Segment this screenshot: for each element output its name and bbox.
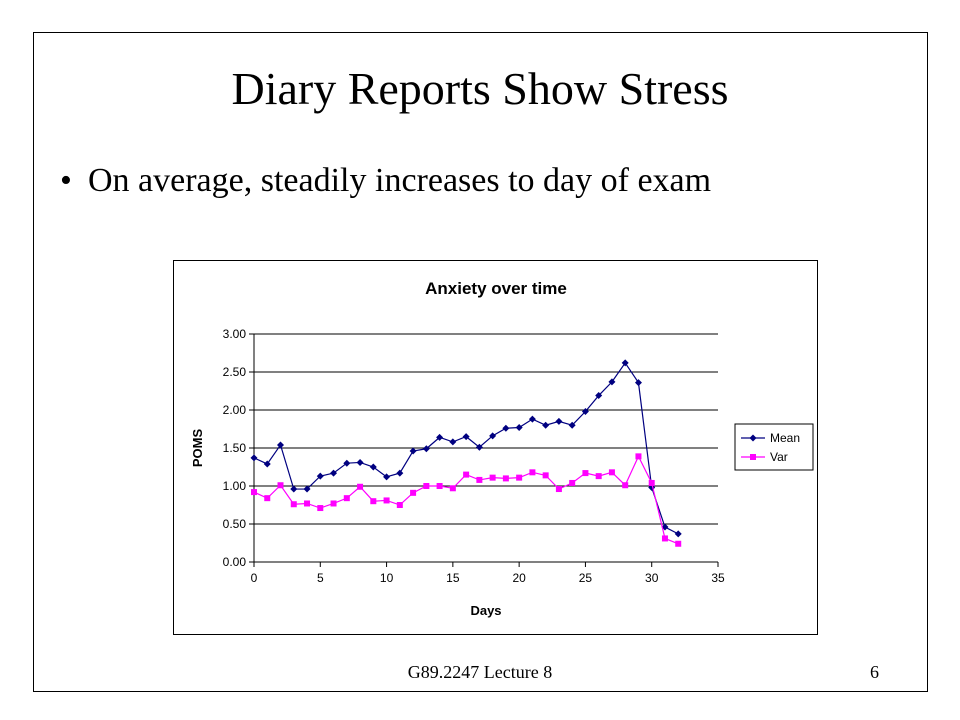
chart-container: Anxiety over time 0.00 0.50 1.00 1.50 2.00 2.5… (173, 260, 818, 635)
data-point-mean (661, 523, 669, 531)
data-point-mean (277, 441, 285, 449)
data-point-mean (555, 417, 563, 425)
y-tick-label: 1.00 (223, 479, 247, 493)
data-point-mean (303, 485, 311, 493)
x-tick-label: 0 (251, 571, 258, 585)
legend-marker-mean (749, 434, 757, 442)
data-point-var (330, 500, 337, 507)
y-tick-label: 2.50 (223, 365, 247, 379)
data-point-mean (502, 424, 510, 432)
data-point-var (277, 482, 284, 489)
bullet-text: On average, steadily increases to day of… (88, 162, 712, 199)
data-point-mean (462, 433, 470, 441)
data-point-mean (409, 447, 417, 455)
data-point-mean (581, 408, 589, 416)
data-point-var (608, 469, 615, 476)
data-point-mean (383, 473, 391, 481)
data-point-mean (290, 485, 298, 493)
data-point-mean (316, 472, 324, 480)
data-point-mean (330, 469, 338, 477)
data-point-mean (634, 379, 642, 387)
data-point-var (370, 498, 377, 505)
data-point-mean (475, 443, 483, 451)
data-point-mean (449, 438, 457, 446)
slide-frame (33, 32, 928, 692)
data-point-var (622, 482, 629, 489)
data-point-mean (621, 359, 629, 367)
legend-label: Var (770, 450, 788, 464)
data-point-mean (568, 421, 576, 429)
data-point-mean (422, 445, 430, 453)
data-point-var (555, 486, 562, 493)
data-point-mean (542, 421, 550, 429)
data-point-mean (396, 469, 404, 477)
y-axis-label: POMS (190, 429, 205, 468)
legend-marker-var (750, 454, 756, 460)
x-tick-label: 20 (512, 571, 526, 585)
data-point-var (264, 495, 271, 502)
data-point-mean (263, 460, 271, 468)
data-point-mean (595, 392, 603, 400)
data-point-mean (528, 415, 536, 423)
data-point-var (449, 485, 456, 492)
data-point-var (396, 502, 403, 508)
data-point-mean (608, 378, 616, 386)
data-point-var (423, 483, 430, 489)
data-point-var (383, 497, 390, 504)
bullet-item: • On average, steadily increases to day o… (60, 162, 711, 200)
data-point-var (410, 489, 417, 496)
legend-label: Mean (770, 431, 800, 445)
x-tick-label: 10 (380, 571, 394, 585)
data-point-var (436, 483, 443, 489)
y-tick-label: 0.50 (223, 517, 247, 531)
x-tick-label: 25 (579, 571, 593, 585)
data-point-mean (489, 432, 497, 440)
data-point-mean (343, 459, 351, 467)
data-point-var (516, 474, 523, 481)
data-point-var (595, 473, 602, 480)
data-point-var (529, 469, 536, 476)
data-point-var (489, 474, 496, 481)
data-point-mean (436, 433, 444, 441)
page-number: 6 (870, 662, 879, 682)
data-point-var (569, 479, 576, 486)
data-point-var (582, 470, 589, 477)
data-point-var (476, 476, 483, 483)
y-tick-label: 2.00 (223, 403, 247, 417)
data-point-var (343, 495, 350, 502)
legend-box (734, 423, 814, 471)
data-point-var (661, 535, 668, 542)
data-point-var (290, 501, 297, 508)
data-point-var (304, 500, 311, 507)
data-point-mean (674, 530, 682, 538)
y-tick-label: 1.50 (223, 441, 247, 455)
chart-svg: Anxiety over time 0.00 0.50 1.00 1.50 2.00 2.5… (190, 279, 814, 618)
data-point-var (463, 471, 470, 478)
x-tick-label: 35 (711, 571, 725, 585)
y-tick-label: 0.00 (223, 555, 247, 569)
data-point-var (675, 540, 682, 547)
chart-title: Anxiety over time (425, 279, 567, 298)
slide-title: Diary Reports Show Stress (231, 63, 729, 114)
x-tick-label: 30 (645, 571, 659, 585)
slide-footer: G89.2247 Lecture 8 (407, 662, 553, 682)
data-point-var (317, 505, 324, 512)
data-point-var (542, 472, 549, 479)
x-tick-label: 5 (317, 571, 324, 585)
x-axis-label: Days (470, 603, 501, 618)
data-point-mean (250, 454, 258, 462)
data-point-var (648, 479, 655, 486)
data-point-mean (369, 463, 377, 471)
data-point-var (635, 453, 642, 460)
data-point-mean (356, 458, 364, 466)
bullet-dot-icon: • (60, 162, 72, 199)
data-point-var (251, 489, 257, 496)
data-point-var (502, 475, 509, 482)
data-point-mean (515, 423, 523, 431)
y-tick-label: 3.00 (223, 327, 247, 341)
x-tick-label: 15 (446, 571, 460, 585)
data-point-var (357, 483, 364, 490)
